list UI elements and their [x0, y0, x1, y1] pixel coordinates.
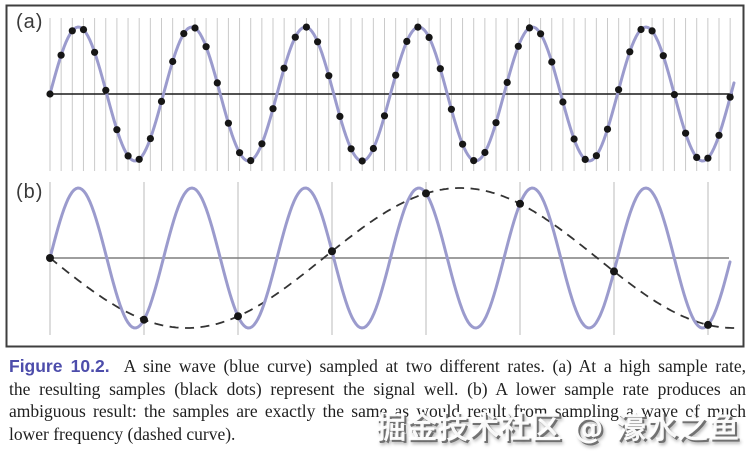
sample-dots-a [46, 23, 734, 165]
caption-text-1: A sine wave (blue curve) sampled at two … [123, 356, 746, 376]
signal-curve-b [48, 186, 732, 330]
caption-line-3: ambiguous result: the samples are exactl… [9, 401, 746, 421]
figure-number-label: Figure 10.2. [9, 356, 110, 376]
panel-b-label: (b) [16, 181, 44, 203]
signal-curve-a [48, 25, 736, 163]
caption-line-2: the resulting samples (black dots) repre… [9, 378, 746, 399]
figure-frame [5, 4, 745, 348]
panel-a-plot [46, 18, 736, 171]
figure-caption: Figure 10.2. A sine wave (blue curve) sam… [9, 355, 746, 445]
panel-b-plot [46, 182, 741, 335]
caption-line-4: lower frequency (dashed curve). [9, 423, 236, 444]
panel-a-label: (a) [16, 11, 44, 33]
caption-line-1: Figure 10.2. A sine wave (blue curve) sam… [9, 355, 746, 378]
sample-dots-b [46, 189, 712, 329]
